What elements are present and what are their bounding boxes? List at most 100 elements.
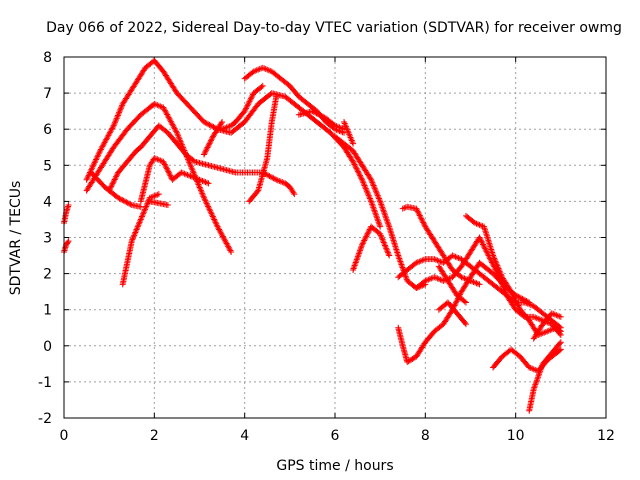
data-point (314, 111, 321, 118)
data-point (358, 175, 365, 182)
data-point (516, 294, 523, 301)
data-point (497, 271, 504, 278)
data-point (139, 212, 146, 219)
data-point (508, 290, 515, 297)
data-point (273, 93, 280, 100)
data-point (205, 121, 212, 128)
data-point (501, 287, 508, 294)
data-point (356, 171, 363, 178)
data-point (202, 119, 209, 126)
data-point (382, 213, 389, 220)
data-point (190, 157, 197, 164)
data-point (419, 218, 426, 225)
data-point (514, 301, 521, 308)
series-arc-1 (61, 202, 72, 227)
series-arc-23 (435, 299, 469, 328)
data-point (165, 169, 172, 176)
data-point (366, 227, 373, 234)
data-point (380, 238, 387, 245)
data-point (177, 138, 184, 145)
data-point (115, 194, 122, 201)
data-point (362, 183, 369, 190)
series-arc-16 (341, 118, 357, 147)
data-point (534, 375, 541, 382)
data-point (160, 158, 167, 165)
data-point (218, 120, 225, 127)
data-point (415, 209, 422, 216)
data-point (242, 106, 249, 113)
data-point (377, 198, 384, 205)
data-point (196, 184, 203, 191)
data-point (163, 165, 170, 172)
data-point (135, 222, 142, 229)
data-point (351, 262, 358, 269)
data-point (557, 313, 564, 320)
data-point (186, 159, 193, 166)
data-point (503, 290, 510, 297)
data-point (245, 99, 252, 106)
data-point (109, 123, 116, 130)
data-point (205, 203, 212, 210)
data-point (207, 207, 214, 214)
series-arc-7 (119, 191, 162, 288)
data-point (533, 378, 540, 385)
data-point (370, 182, 377, 189)
data-point (379, 205, 386, 212)
data-point (510, 292, 517, 299)
data-point (501, 286, 508, 293)
data-point (254, 188, 261, 195)
data-point (133, 226, 140, 233)
data-point (368, 198, 375, 205)
data-point (482, 245, 489, 252)
data-point (89, 163, 96, 170)
data-point (372, 188, 379, 195)
x-axis-label: GPS time / hours (276, 458, 393, 474)
data-point (502, 289, 509, 296)
data-point (358, 243, 365, 250)
data-point (89, 165, 96, 172)
data-point (189, 168, 196, 175)
data-point (142, 204, 149, 211)
data-point (140, 210, 147, 217)
data-point (205, 204, 212, 211)
data-point (452, 299, 459, 306)
data-point (207, 137, 214, 144)
data-point (119, 196, 126, 203)
data-point (320, 113, 327, 120)
data-point (491, 255, 498, 262)
y-tick-label: 8 (43, 50, 52, 66)
data-point (187, 162, 194, 169)
data-point (202, 148, 209, 155)
data-point (531, 383, 538, 390)
data-point (496, 268, 503, 275)
data-point (378, 235, 385, 242)
data-point (313, 110, 320, 117)
data-point (360, 179, 367, 186)
data-point (175, 134, 182, 141)
data-point (243, 105, 250, 112)
data-point (357, 246, 364, 253)
data-point (163, 164, 170, 171)
data-point (557, 339, 564, 346)
data-point (380, 208, 387, 215)
data-point (130, 233, 137, 240)
data-point (116, 108, 123, 115)
data-point (208, 136, 215, 143)
data-point (376, 220, 383, 227)
data-point (134, 223, 141, 230)
data-point (361, 237, 368, 244)
data-point (493, 261, 500, 268)
data-point (462, 321, 469, 328)
data-point (375, 195, 382, 202)
data-point (395, 254, 402, 261)
data-point (531, 384, 538, 391)
data-point (203, 147, 210, 154)
series-arc-5 (88, 169, 144, 210)
data-point (480, 242, 487, 249)
data-point (129, 235, 136, 242)
data-point (196, 182, 203, 189)
data-point (536, 371, 543, 378)
data-point (384, 248, 391, 255)
data-point (197, 185, 204, 192)
series-arc-15 (332, 133, 429, 292)
